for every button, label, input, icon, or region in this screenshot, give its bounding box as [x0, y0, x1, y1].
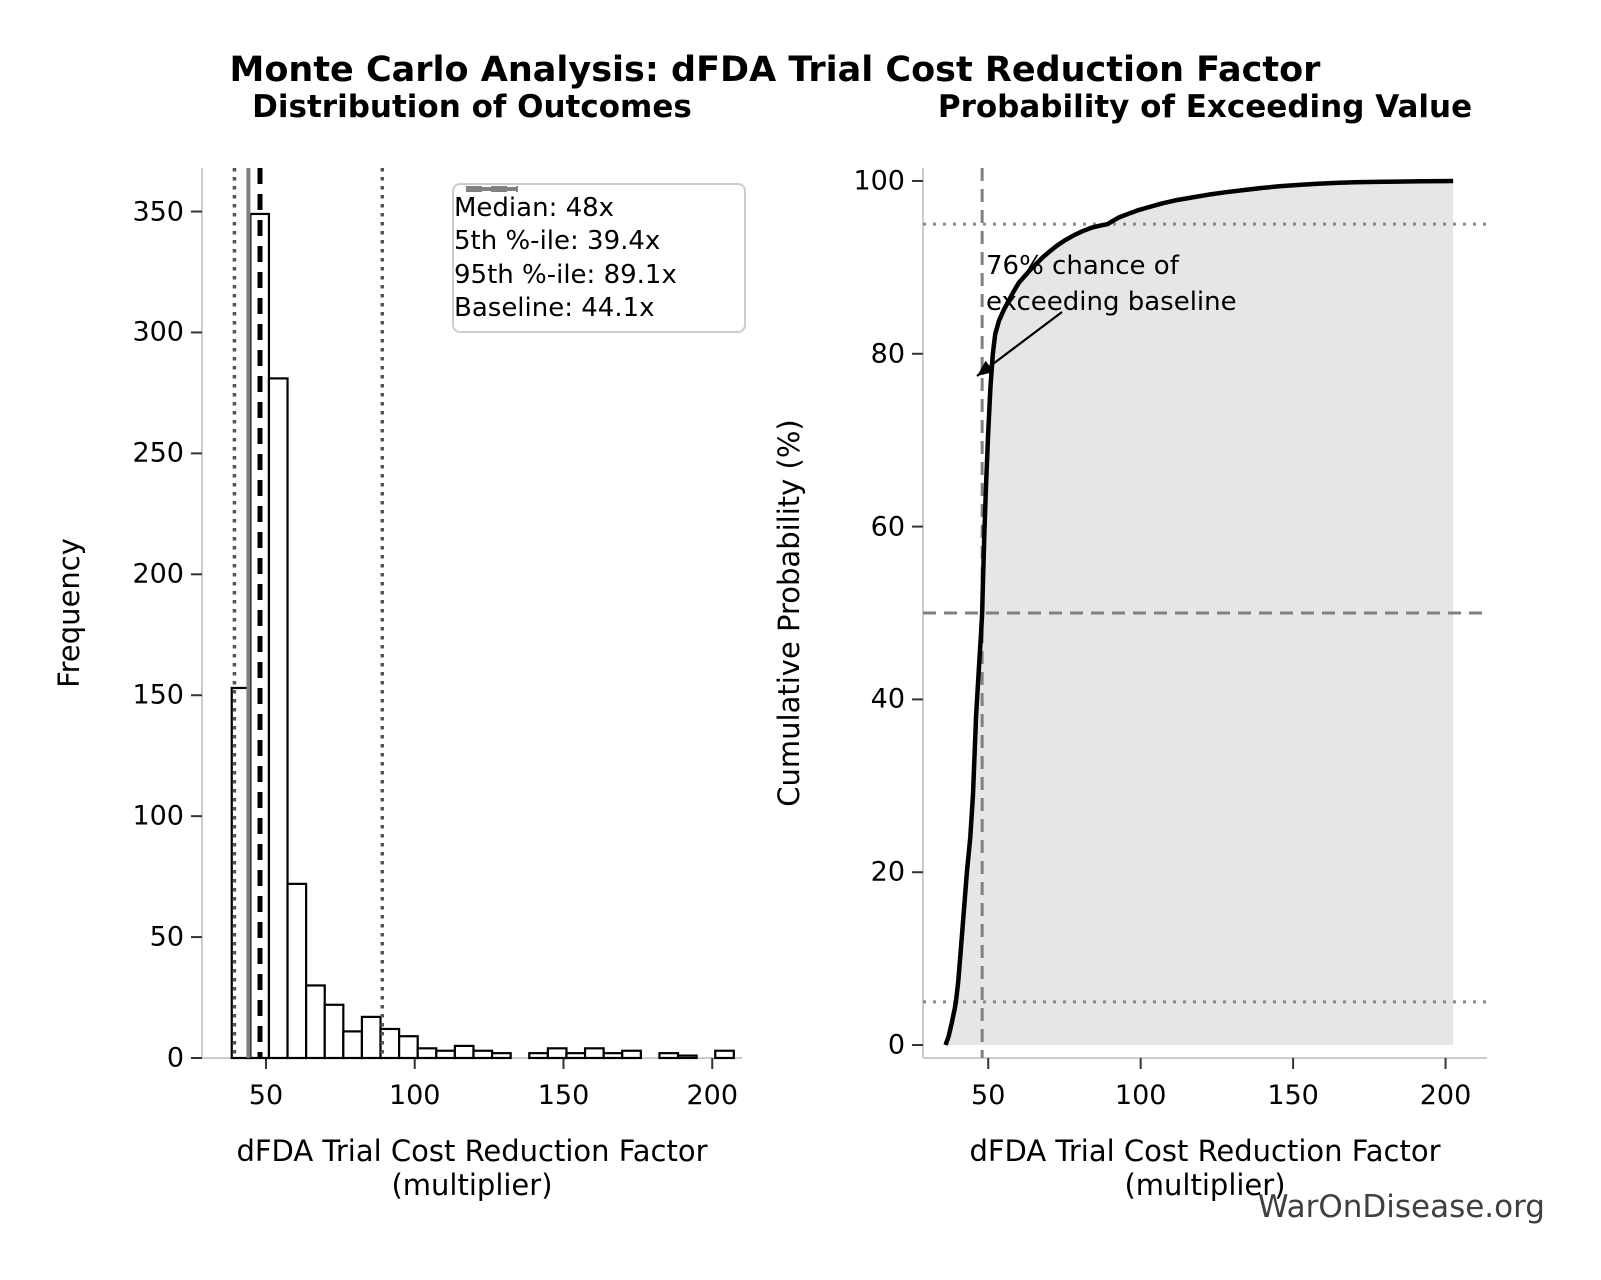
histogram-bar: [305, 984, 326, 1060]
histogram-bar: [621, 1049, 642, 1060]
baseline-line-sample-icon: [466, 187, 518, 191]
x-tick-label: 150: [1267, 1080, 1319, 1111]
cdf-curve: [943, 178, 1454, 1046]
histogram-bar: [676, 1054, 698, 1060]
y-tick-label: 40: [870, 683, 905, 715]
y-tick-label: 250: [132, 437, 184, 469]
x-tick-label: 50: [248, 1080, 284, 1111]
legend-item-median: Median: 48x: [454, 186, 744, 225]
histogram-bar: [546, 1047, 568, 1060]
legend-item-baseline: Baseline: 44.1x: [454, 187, 744, 326]
histogram-bar: [398, 1035, 419, 1060]
y-tick-label: 0: [166, 1042, 184, 1074]
legend-label-p95: 95th %-ile: 89.1x: [454, 259, 677, 290]
histogram-bar: [360, 1015, 382, 1060]
x-tick-label: 200: [1419, 1080, 1472, 1111]
x-tick-label: 100: [388, 1080, 441, 1111]
y-tick-label: 200: [132, 558, 184, 590]
left-y-axis-label: Frequency: [52, 538, 86, 688]
legend-item-p5: 5th %-ile: 39.4x: [454, 187, 744, 259]
annotation-line-2: exceeding baseline: [986, 287, 1237, 317]
histogram-bar: [435, 1049, 456, 1060]
legend-label-baseline: Baseline: 44.1x: [454, 293, 655, 324]
histogram-bar: [323, 1003, 345, 1060]
y-tick-label: 300: [132, 316, 184, 348]
y-tick-label: 100: [132, 800, 184, 832]
y-tick-label: 50: [149, 921, 184, 953]
right-chart-title: Probability of Exceeding Value: [937, 89, 1473, 125]
histogram-bar: [267, 377, 289, 1060]
x-tick-label: 150: [537, 1080, 590, 1111]
histogram-bar: [658, 1052, 680, 1060]
y-tick-label: 80: [870, 338, 905, 370]
x-tick-label: 50: [971, 1080, 1006, 1111]
histogram-bar: [565, 1052, 587, 1060]
annotation-line-1: 76% chance of: [986, 251, 1179, 281]
histogram-bar: [528, 1052, 549, 1060]
histogram-bar: [583, 1047, 605, 1060]
legend: Median: 48x 5th %-ile: 39.4x 95th %-ile:…: [452, 183, 746, 333]
watermark: WarOnDisease.org: [1257, 1189, 1545, 1225]
histogram-bar: [342, 1030, 364, 1060]
histogram-bar: [286, 882, 308, 1060]
y-tick-label: 60: [870, 511, 905, 543]
histogram-bar: [453, 1044, 475, 1060]
legend-label-p5: 5th %-ile: 39.4x: [454, 226, 661, 257]
left-chart-title: Distribution of Outcomes: [252, 89, 692, 125]
legend-item-p95: 95th %-ile: 89.1x: [454, 187, 744, 292]
left-x-axis-label: dFDA Trial Cost Reduction Factor (multip…: [236, 1134, 708, 1202]
y-tick-label: 20: [870, 856, 905, 888]
histogram-bar: [714, 1049, 735, 1060]
y-tick-label: 0: [887, 1029, 905, 1061]
x-tick-label: 100: [1114, 1080, 1167, 1111]
annotation-arrow-shaft: [976, 311, 1063, 377]
main-title: Monte Carlo Analysis: dFDA Trial Cost Re…: [229, 50, 1321, 90]
x-tick-label: 200: [686, 1080, 739, 1111]
y-tick-label: 150: [132, 679, 184, 711]
histogram-bar: [490, 1052, 512, 1060]
annotation-arrow-head: [977, 360, 994, 376]
right-x-axis-label: dFDA Trial Cost Reduction Factor (multip…: [969, 1134, 1441, 1202]
legend-label-median: Median: 48x: [454, 192, 615, 223]
right-y-axis-label: Cumulative Probability (%): [772, 419, 806, 807]
y-tick-label: 350: [132, 196, 184, 228]
histogram-bar: [472, 1049, 494, 1060]
annotation-76-percent: 76% chance of exceeding baseline: [986, 248, 1237, 320]
y-tick-label: 100: [853, 165, 905, 197]
histogram-bar: [602, 1052, 624, 1060]
histogram-bar: [416, 1047, 438, 1060]
